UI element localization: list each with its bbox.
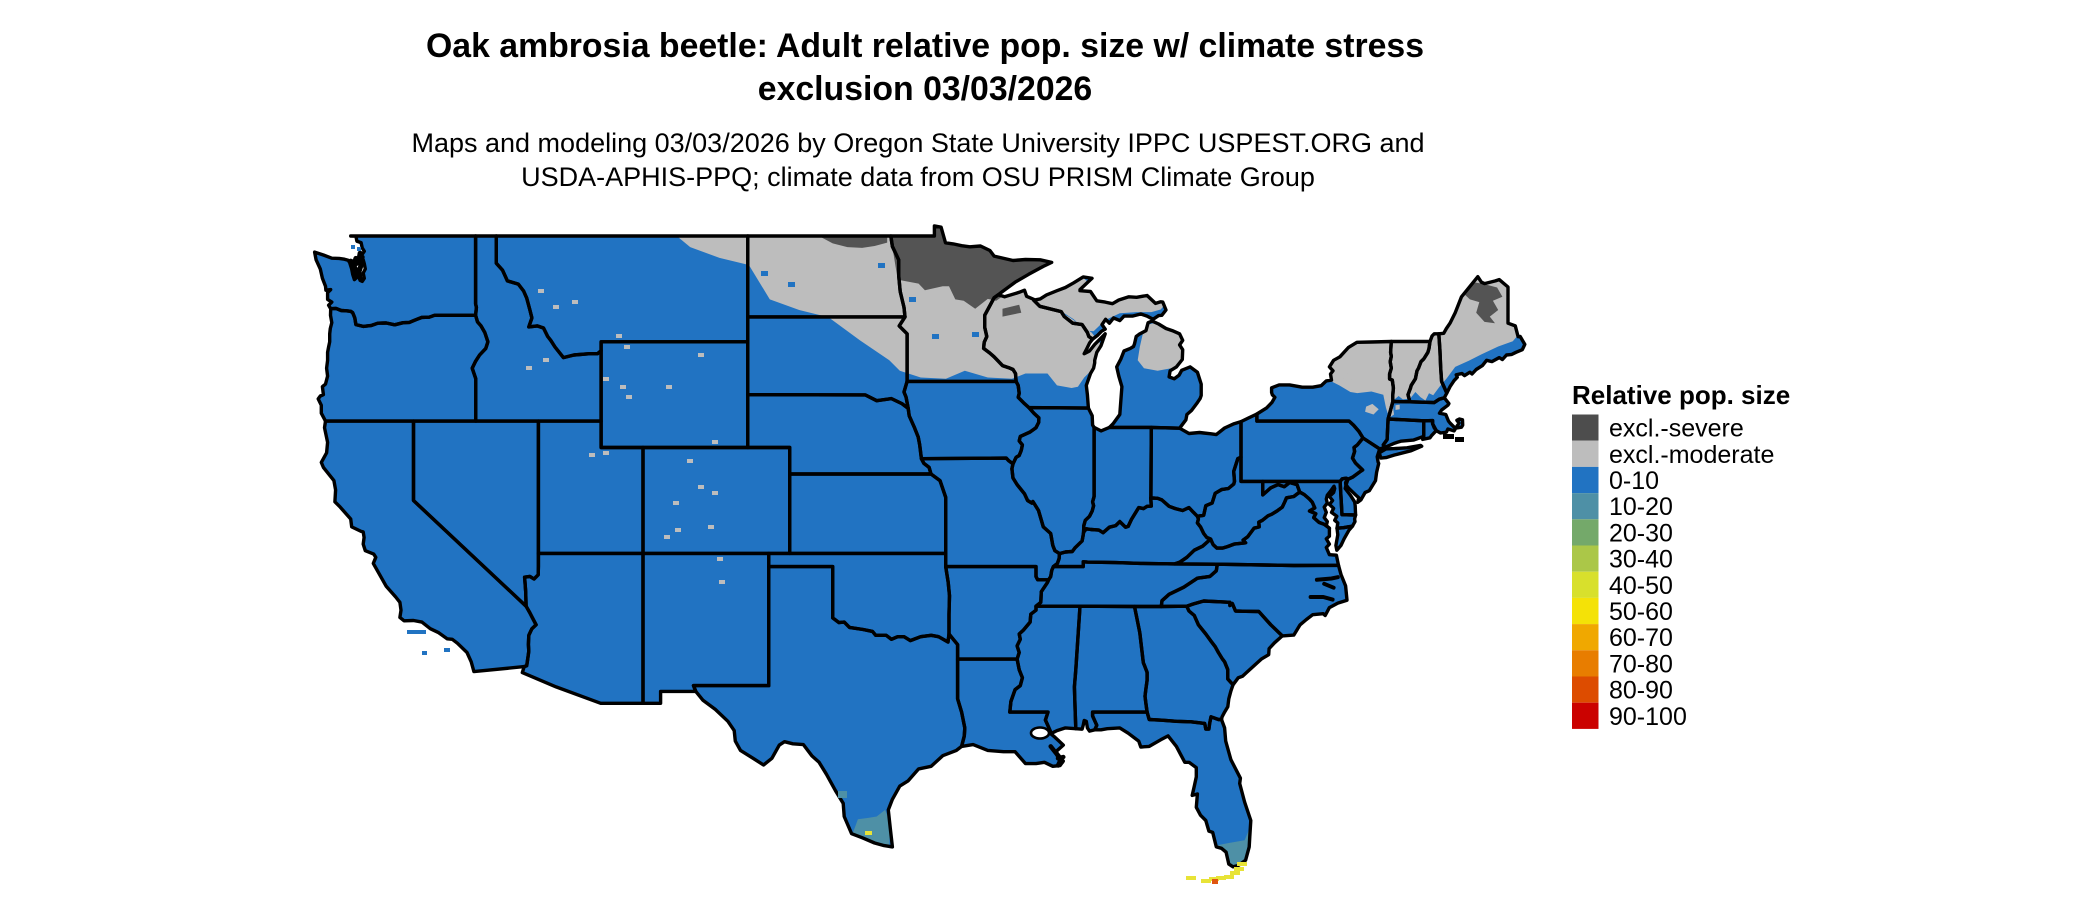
svg-text:80-90: 80-90 <box>1609 677 1673 705</box>
svg-text:Oak ambrosia beetle: Adult rel: Oak ambrosia beetle: Adult relative pop.… <box>426 27 1424 65</box>
svg-text:30-40: 30-40 <box>1609 546 1673 574</box>
svg-text:40-50: 40-50 <box>1609 572 1673 600</box>
svg-text:excl.-moderate: excl.-moderate <box>1609 441 1774 469</box>
svg-text:90-100: 90-100 <box>1609 703 1687 731</box>
svg-text:0-10: 0-10 <box>1609 467 1659 495</box>
svg-text:70-80: 70-80 <box>1609 650 1673 678</box>
svg-text:50-60: 50-60 <box>1609 598 1673 626</box>
svg-text:60-70: 60-70 <box>1609 624 1673 652</box>
svg-text:exclusion 03/03/2026: exclusion 03/03/2026 <box>758 70 1092 108</box>
svg-text:10-20: 10-20 <box>1609 493 1673 521</box>
svg-text:Maps and modeling 03/03/2026 b: Maps and modeling 03/03/2026 by Oregon S… <box>411 128 1424 158</box>
svg-text:Relative pop. size: Relative pop. size <box>1572 380 1790 410</box>
svg-text:20-30: 20-30 <box>1609 519 1673 547</box>
svg-text:excl.-severe: excl.-severe <box>1609 415 1744 443</box>
svg-text:USDA-APHIS-PPQ; climate data f: USDA-APHIS-PPQ; climate data from OSU PR… <box>521 162 1315 192</box>
